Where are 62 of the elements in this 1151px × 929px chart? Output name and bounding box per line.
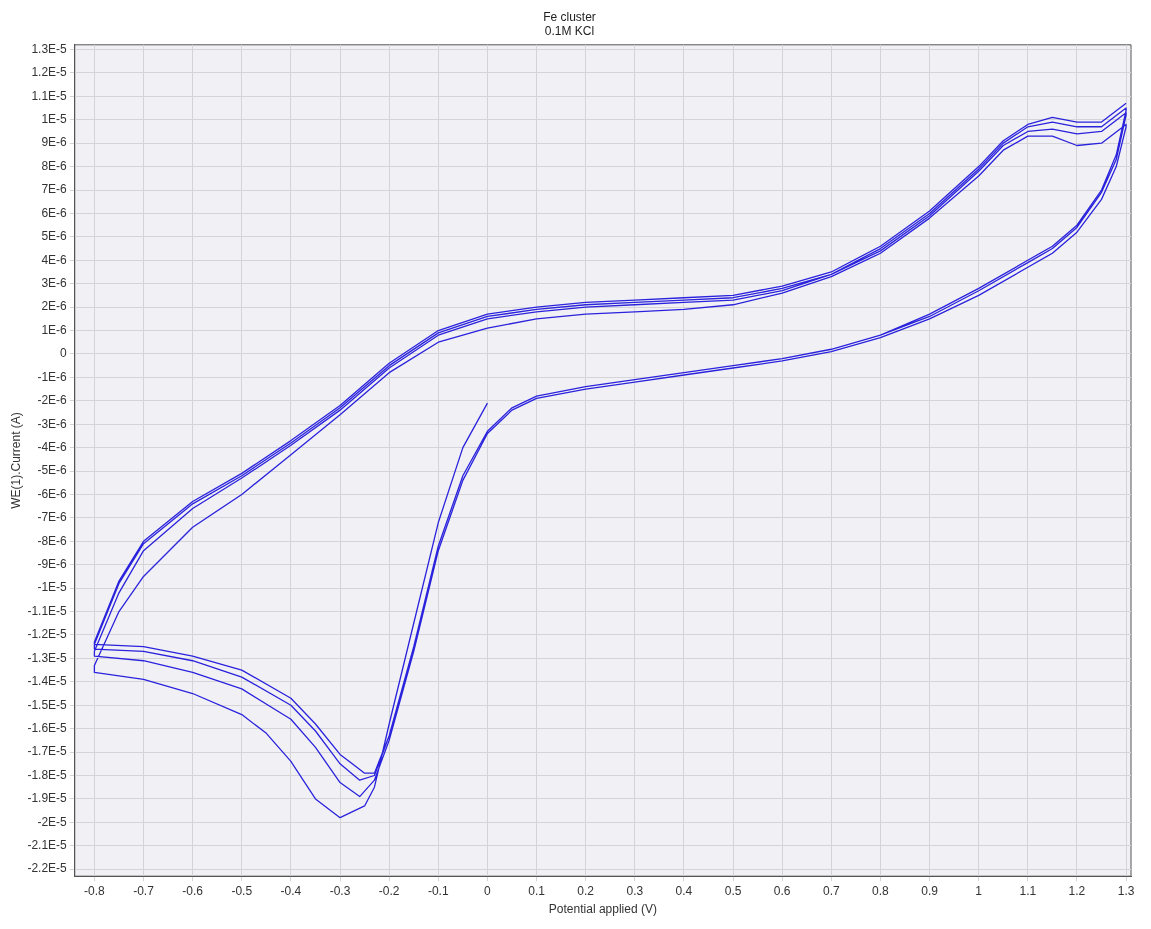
x-axis-title: Potential applied (V) (548, 902, 657, 917)
x-tick-label: -0.5 (231, 883, 253, 898)
y-tick-label: -1.2E-5 (27, 627, 68, 642)
x-tick-label: 0.4 (675, 883, 693, 898)
chart-title: Fe cluster (543, 9, 596, 24)
y-tick-label: 7E-6 (41, 182, 68, 197)
y-tick-label: -1E-5 (37, 580, 68, 595)
y-tick-label: 1.1E-5 (31, 88, 68, 103)
x-tick-label: 0.5 (724, 883, 742, 898)
x-tick-label: 0.1 (528, 883, 546, 898)
chart-subtitle: 0.1M KCl (544, 23, 595, 38)
x-tick-label: -0.1 (427, 883, 449, 898)
y-tick-label: -9E-6 (37, 557, 68, 572)
y-tick-label: -2.2E-5 (27, 861, 68, 876)
y-tick-label: -4E-6 (37, 439, 68, 454)
y-tick-label: -7E-6 (37, 510, 68, 525)
y-tick-label: 9E-6 (41, 135, 68, 150)
x-tick-label: 0.6 (773, 883, 791, 898)
y-tick-label: 4E-6 (41, 252, 68, 267)
y-tick-label: -1.4E-5 (27, 674, 68, 689)
y-tick-label: 1E-5 (41, 112, 68, 127)
y-tick-label: 6E-6 (41, 205, 68, 220)
x-tick-label: -0.6 (182, 883, 204, 898)
y-tick-label: -3E-6 (37, 416, 68, 431)
y-tick-label: 3E-6 (41, 275, 68, 290)
y-tick-label: -2E-5 (37, 814, 68, 829)
y-tick-label: 1E-6 (41, 322, 68, 337)
x-tick-label: -0.7 (133, 883, 155, 898)
y-tick-label: -1.3E-5 (27, 650, 68, 665)
x-tick-label: 1.3 (1117, 883, 1135, 898)
x-tick-label: 0.7 (822, 883, 840, 898)
y-tick-label: -6E-6 (37, 486, 68, 501)
x-tick-label: 1.1 (1019, 883, 1037, 898)
y-tick-label: -8E-6 (37, 533, 68, 548)
x-tick-label: 0.8 (872, 883, 890, 898)
x-tick-label: 1.2 (1068, 883, 1086, 898)
x-tick-label: -0.3 (329, 883, 351, 898)
y-tick-label: 1.2E-5 (31, 65, 68, 80)
y-tick-label: -2.1E-5 (27, 838, 68, 853)
x-tick-label: -0.4 (280, 883, 302, 898)
y-tick-label: -1E-6 (37, 369, 68, 384)
y-tick-label: 5E-6 (41, 229, 68, 244)
x-tick-label: 0.2 (577, 883, 595, 898)
x-tick-label: -0.2 (378, 883, 400, 898)
y-tick-label: -1.5E-5 (27, 697, 68, 712)
y-axis-title: WE(1).Current (A) (8, 412, 23, 509)
y-tick-label: -1.7E-5 (27, 744, 68, 759)
x-tick-label: 0.9 (921, 883, 939, 898)
x-tick-label: 0.3 (626, 883, 644, 898)
y-tick-label: -1.8E-5 (27, 767, 68, 782)
y-tick-label: 0 (60, 346, 68, 361)
y-tick-label: -1.9E-5 (27, 791, 68, 806)
y-tick-label: -1.6E-5 (27, 720, 68, 735)
y-tick-label: -2E-6 (37, 393, 68, 408)
y-tick-label: 8E-6 (41, 158, 68, 173)
y-tick-label: -1.1E-5 (27, 603, 68, 618)
x-tick-label: 0 (484, 883, 492, 898)
y-tick-label: 1.3E-5 (31, 41, 68, 56)
y-tick-label: 2E-6 (41, 299, 68, 314)
x-tick-label: -0.8 (84, 883, 106, 898)
y-tick-label: -5E-6 (37, 463, 68, 478)
x-tick-label: 1 (975, 883, 983, 898)
